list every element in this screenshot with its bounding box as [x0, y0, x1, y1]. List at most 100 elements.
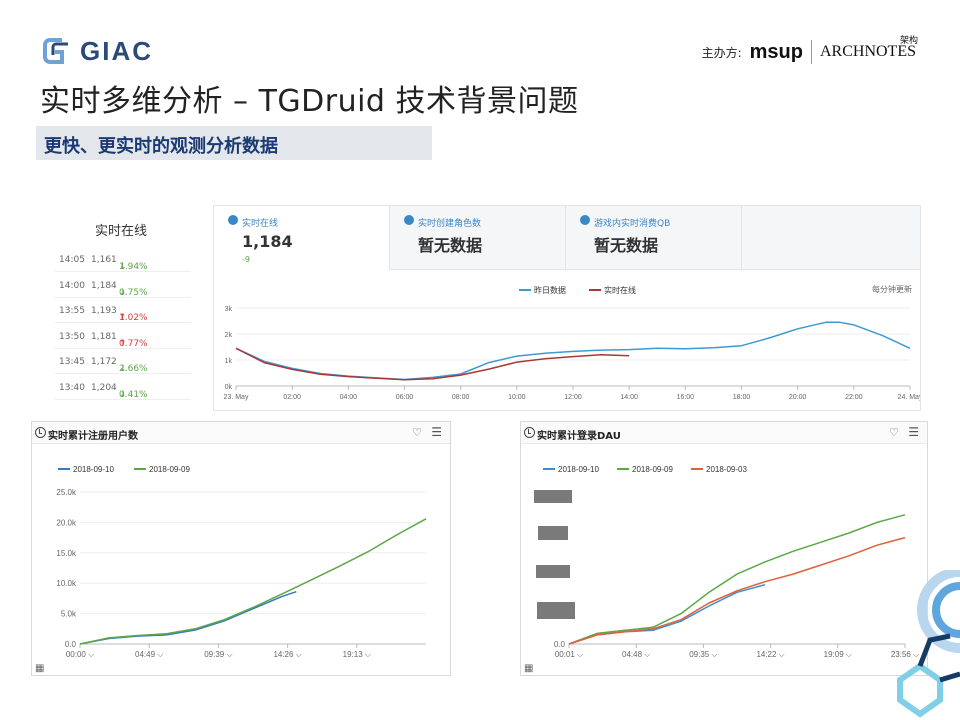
- y-tick-label: 15.0k: [56, 549, 77, 558]
- tab-create-role[interactable]: 实时创建角色数 暂无数据: [390, 206, 566, 270]
- x-tick-label: 23. May: [224, 394, 249, 401]
- dau-line-chart: 0.000:01 ⌵ 04:48 ⌵ 09:35 ⌵ 14:22 ⌵ 19:09 ⌵ 23…: [543, 465, 919, 659]
- legend-label: 2018-09-03: [706, 465, 747, 474]
- clock-icon: [35, 427, 46, 438]
- x-tick-label: 14:26 ⌵: [273, 650, 301, 659]
- y-tick-label: 10.0k: [56, 579, 77, 588]
- series-line-0: [235, 321, 911, 381]
- sponsor-divider: [810, 40, 812, 64]
- x-tick-label: 00:01 ⌵: [555, 650, 583, 659]
- tab-qb-consume-label: 游戏内实时消费QB: [594, 219, 671, 229]
- y-tick-label: 0.0: [554, 640, 566, 649]
- series-line-1: [235, 347, 630, 381]
- x-tick-label: 09:39 ⌵: [204, 650, 232, 659]
- subtitle: 更快、更实时的观测分析数据: [44, 136, 278, 157]
- y-tick-label: 1k: [225, 358, 233, 365]
- x-tick-label: 16:00: [677, 394, 695, 401]
- sponsor-label: 主办方:: [701, 45, 742, 60]
- row-time: 14:00: [59, 280, 85, 291]
- series-line-1: [79, 518, 427, 645]
- realtime-row: 13:40 1,204 ↓ 0.41%: [55, 376, 191, 400]
- row-value: 1,184: [91, 280, 117, 291]
- stat-tabs: 实时在线 1,184 -9 实时创建角色数 暂无数据 游戏内实时消费QB 暂无数…: [214, 206, 920, 270]
- archnotes-cn: 架构: [899, 35, 918, 45]
- arrow-up-icon: ↑: [119, 338, 127, 349]
- msup-logo: msup: [749, 40, 803, 63]
- legend-label: 昨日数据: [534, 285, 566, 295]
- realtime-row: 13:55 1,193 ↑ 1.02%: [55, 299, 191, 323]
- favorite-icon[interactable]: ♡: [412, 426, 422, 439]
- realtime-list-panel: 实时在线 14:05 1,161 ↓ 1.94% 14:00 1,184 ↓ 0.75% 1…: [55, 206, 195, 402]
- redacted-label: [537, 602, 575, 619]
- tab-empty: [742, 206, 920, 270]
- realtime-row: 14:00 1,184 ↓ 0.75%: [55, 274, 191, 298]
- menu-icon[interactable]: ☰: [908, 425, 919, 439]
- giac-logo: GIAC: [42, 36, 153, 66]
- archnotes-logo: ARCHNOTES 架构: [819, 35, 918, 61]
- x-tick-label: 06:00: [396, 394, 414, 401]
- tab-online-delta: -9: [242, 255, 250, 264]
- arrow-down-icon: ↓: [119, 262, 127, 272]
- x-tick-label: 04:49 ⌵: [135, 650, 163, 659]
- menu-icon[interactable]: ☰: [431, 425, 442, 439]
- x-tick-label: 04:00: [340, 394, 358, 401]
- online-line-chart: 0k 1k 2k 3k 23. May 02:00 04:00 06:00 08:00 10:00…: [224, 285, 920, 401]
- dau-panel-header: 实时累计登录DAU ♡ ☰: [521, 422, 927, 444]
- x-tick-label: 14:00: [620, 394, 638, 401]
- realtime-dashboard: 实时在线 1,184 -9 实时创建角色数 暂无数据 游戏内实时消费QB 暂无数…: [213, 205, 921, 411]
- x-tick-label: 12:00: [564, 394, 582, 401]
- row-change-value: 0.77%: [119, 338, 148, 349]
- row-time: 13:50: [59, 331, 85, 342]
- y-tick-label: 3k: [225, 306, 233, 313]
- x-tick-label: 24. May: [898, 394, 920, 401]
- y-tick-label: 5.0k: [61, 610, 77, 619]
- row-time: 13:40: [59, 382, 85, 393]
- x-tick-label: 18:00: [733, 394, 751, 401]
- row-change-value: 0.41%: [119, 389, 148, 400]
- row-value: 1,161: [91, 255, 117, 265]
- y-tick-label: 0k: [225, 384, 233, 391]
- redacted-label: [536, 565, 570, 578]
- row-change-value: 1.94%: [119, 262, 148, 272]
- redacted-label: [538, 526, 568, 540]
- tab-qb-consume[interactable]: 游戏内实时消费QB 暂无数据: [566, 206, 742, 270]
- dau-panel: 实时累计登录DAU ♡ ☰ 0.0 00:01 ⌵ 04:48 ⌵ 09:35 ⌵ 14…: [520, 421, 928, 676]
- tab-create-role-label: 实时创建角色数: [418, 219, 482, 229]
- table-icon[interactable]: ▦: [524, 663, 534, 674]
- row-change-value: 2.66%: [119, 364, 148, 374]
- logo-text: GIAC: [80, 35, 153, 66]
- register-panel-title: 实时累计注册用户数: [48, 431, 138, 442]
- row-value: 1,204: [91, 382, 117, 393]
- row-time: 14:05: [59, 255, 85, 265]
- row-value: 1,193: [91, 306, 117, 316]
- arrow-down-icon: ↓: [119, 287, 127, 298]
- x-tick-label: 23:56 ⌵: [891, 650, 919, 659]
- tab-online-label: 实时在线: [242, 219, 279, 229]
- row-change-value: 0.75%: [119, 287, 148, 298]
- x-tick-label: 20:00: [789, 394, 807, 401]
- decorative-molecule-graphic: [897, 570, 960, 718]
- realtime-row: 13:50 1,181 ↑ 0.77%: [55, 325, 191, 349]
- user-icon: [404, 215, 414, 225]
- legend-label: 2018-09-09: [149, 465, 190, 474]
- update-note: 每分钟更新: [872, 285, 912, 294]
- arrow-up-icon: ↑: [119, 313, 127, 323]
- y-tick-label: 0.0: [65, 640, 77, 649]
- user-icon: [228, 215, 238, 225]
- giac-logo-icon: [43, 38, 68, 64]
- register-panel-header: 实时累计注册用户数 ♡ ☰: [32, 422, 450, 444]
- row-change-value: 1.02%: [119, 313, 148, 323]
- page-title: 实时多维分析 – TGDruid 技术背景问题: [40, 84, 579, 119]
- tab-create-role-value: 暂无数据: [418, 236, 483, 255]
- archnotes-text: ARCHNOTES: [819, 43, 916, 60]
- subtitle-bar: [36, 126, 432, 160]
- row-time: 13:55: [59, 306, 85, 316]
- table-icon[interactable]: ▦: [35, 663, 45, 674]
- tab-online[interactable]: 实时在线 1,184 -9: [214, 206, 390, 270]
- tab-online-value: 1,184: [242, 232, 293, 251]
- x-tick-label: 22:00: [845, 394, 863, 401]
- x-tick-label: 19:13 ⌵: [343, 650, 371, 659]
- favorite-icon[interactable]: ♡: [889, 426, 899, 439]
- x-tick-label: 14:22 ⌵: [756, 650, 784, 659]
- row-time: 13:45: [59, 357, 85, 367]
